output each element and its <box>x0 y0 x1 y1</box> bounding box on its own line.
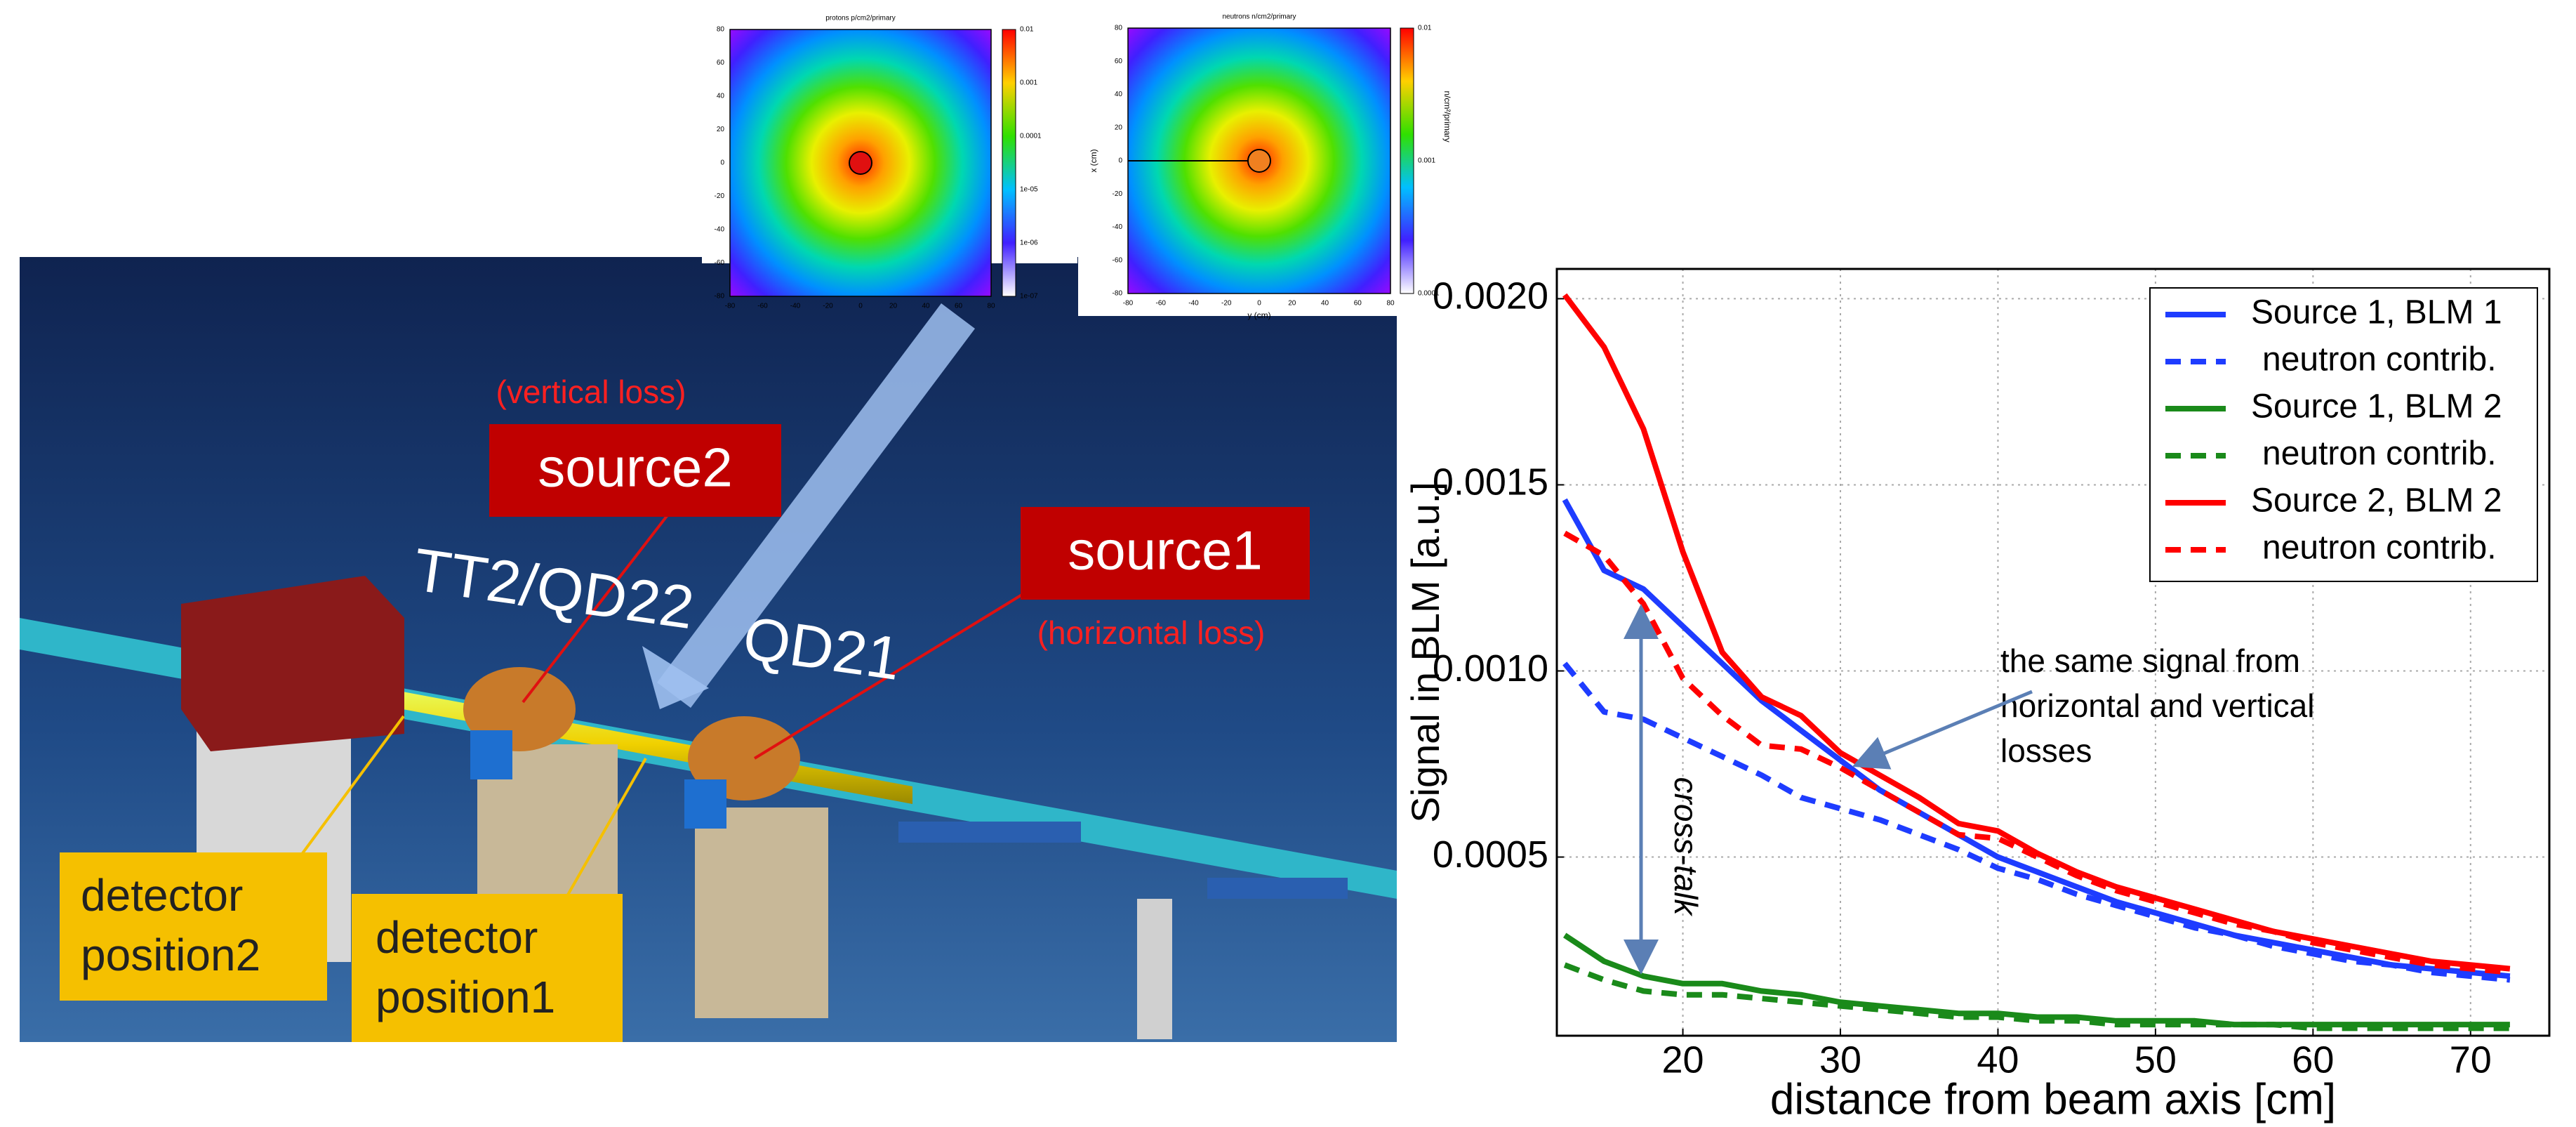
x-tick-label: 30 <box>1819 1039 1861 1081</box>
tick-label: -40 <box>1188 300 1199 308</box>
x-tick-label: 70 <box>2450 1039 2492 1081</box>
tick-label: 0 <box>1257 300 1261 308</box>
heatmap-title: neutrons n/cm2/primary <box>1222 13 1296 21</box>
tick-label: 60 <box>1115 58 1123 65</box>
tick-label: 0 <box>1118 157 1122 165</box>
colorbar-label: 0.0001 <box>1020 133 1042 140</box>
x-axis-label: distance from beam axis [cm] <box>1770 1075 2336 1123</box>
annotation: cross-talk <box>1668 777 1704 917</box>
axis-label: y (cm) <box>1247 310 1270 320</box>
tick-label: 60 <box>717 59 725 67</box>
colorbar <box>1002 29 1016 296</box>
colorbar-label: 1e-06 <box>1020 239 1038 247</box>
tick-label: -20 <box>823 303 833 310</box>
tick-label: 80 <box>987 303 995 310</box>
label: (horizontal loss) <box>1037 614 1266 651</box>
annotation: the same signal from <box>2000 642 2300 679</box>
label: detector <box>376 912 538 963</box>
label: position2 <box>81 930 260 980</box>
y-tick-label: 0.0015 <box>1433 461 1548 503</box>
legend-label: Source 1, BLM 2 <box>2251 388 2502 426</box>
tick-label: -60 <box>757 303 768 310</box>
tick-label: 20 <box>889 303 898 310</box>
tick-label: 40 <box>1321 300 1329 308</box>
annotation: losses <box>2000 732 2092 769</box>
tick-label: 20 <box>717 126 725 133</box>
colorbar <box>1400 28 1414 294</box>
tick-label: -20 <box>1113 190 1123 198</box>
y-tick-label: 0.0020 <box>1433 275 1548 317</box>
block <box>470 730 512 779</box>
colorbar-label: 0.01 <box>1418 25 1432 32</box>
x-tick-label: 20 <box>1662 1039 1704 1081</box>
tick-label: -40 <box>790 303 801 310</box>
stand <box>695 808 828 1018</box>
label: detector <box>81 870 243 921</box>
source-marker <box>849 152 872 174</box>
colorbar-label: 0.001 <box>1020 79 1037 87</box>
y-tick-label: 0.0010 <box>1433 647 1548 690</box>
source-marker <box>1248 150 1270 172</box>
block <box>684 779 726 829</box>
label: (vertical loss) <box>496 374 686 410</box>
axis-label: n/cm²/primary <box>1442 91 1452 142</box>
tick-label: -40 <box>715 226 725 234</box>
heatmap-title: protons p/cm2/primary <box>825 15 895 22</box>
colorbar-label: 0.001 <box>1418 157 1435 165</box>
legend-label: neutron contrib. <box>2262 435 2497 473</box>
x-tick-label: 50 <box>2135 1039 2177 1081</box>
y-axis-label: Signal in BLM [a.u.] <box>1403 482 1447 823</box>
legend-label: neutron contrib. <box>2262 529 2497 567</box>
tick-label: 60 <box>955 303 963 310</box>
legend-label: Source 1, BLM 1 <box>2251 294 2502 331</box>
tick-label: -80 <box>725 303 736 310</box>
support <box>1207 878 1348 899</box>
colorbar-label: 0.01 <box>1020 26 1034 34</box>
label: source1 <box>1068 520 1263 581</box>
colorbar-label: 1e-05 <box>1020 186 1038 194</box>
tick-label: 0 <box>720 159 724 167</box>
label: position1 <box>376 972 555 1022</box>
tick-label: -80 <box>1123 300 1134 308</box>
tick-label: -40 <box>1113 223 1123 231</box>
tick-label: -60 <box>1156 300 1167 308</box>
y-tick-label: 0.0005 <box>1433 833 1548 876</box>
tick-label: -80 <box>715 293 725 301</box>
magnet <box>181 576 404 751</box>
legend-label: neutron contrib. <box>2262 341 2497 378</box>
tick-label: -20 <box>715 192 725 200</box>
tick-label: 40 <box>922 303 930 310</box>
tick-label: 40 <box>1115 91 1123 98</box>
line-chart: 20 30 40 50 60 70 0.0005 0.0010 0.0015 0.0020 dist… <box>1403 269 2549 1123</box>
tick-label: 80 <box>717 26 725 34</box>
legend-label: Source 2, BLM 2 <box>2251 482 2502 520</box>
colorbar-label: 1e-07 <box>1020 293 1038 301</box>
label: source2 <box>538 437 733 499</box>
tick-label: -60 <box>715 259 725 267</box>
x-tick-label: 60 <box>2292 1039 2334 1081</box>
tick-label: 80 <box>1386 300 1395 308</box>
tick-label: 80 <box>1115 25 1123 32</box>
tick-label: 40 <box>717 93 725 100</box>
tick-label: 0 <box>858 303 863 310</box>
figure: (vertical loss) source2 source1 (horizon… <box>0 0 2576 1123</box>
x-tick-label: 40 <box>1977 1039 2019 1081</box>
axis-label: x (cm) <box>1089 149 1098 172</box>
tick-label: 60 <box>1354 300 1362 308</box>
tick-label: 20 <box>1288 300 1296 308</box>
tick-label: -60 <box>1113 256 1123 264</box>
tick-label: 20 <box>1115 124 1123 131</box>
support <box>898 822 1081 843</box>
annotation: horizontal and vertical <box>2000 687 2314 724</box>
tick-label: -20 <box>1221 300 1232 308</box>
tick-label: -80 <box>1113 290 1123 298</box>
support <box>1137 899 1172 1039</box>
